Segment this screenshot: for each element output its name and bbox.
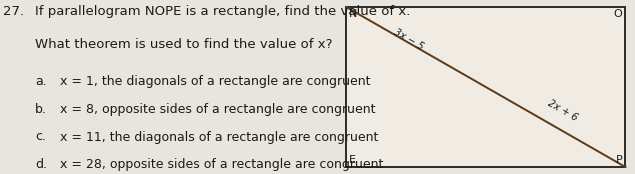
Text: N: N (349, 9, 358, 19)
Text: P: P (615, 155, 622, 165)
Text: If parallelogram NOPE is a rectangle, find the value of x.: If parallelogram NOPE is a rectangle, fi… (35, 5, 410, 18)
Text: b.: b. (35, 103, 47, 116)
Text: x = 11, the diagonals of a rectangle are congruent: x = 11, the diagonals of a rectangle are… (60, 130, 378, 144)
Text: 27.: 27. (3, 5, 24, 18)
Text: x = 8, opposite sides of a rectangle are congruent: x = 8, opposite sides of a rectangle are… (60, 103, 376, 116)
Text: 3x − 5: 3x − 5 (392, 27, 425, 52)
Text: x = 1, the diagonals of a rectangle are congruent: x = 1, the diagonals of a rectangle are … (60, 75, 371, 88)
Polygon shape (346, 7, 625, 167)
Text: O: O (613, 9, 622, 19)
Text: 2x + 6: 2x + 6 (547, 98, 580, 122)
Text: What theorem is used to find the value of x?: What theorem is used to find the value o… (35, 38, 333, 51)
Text: E: E (349, 155, 356, 165)
Text: x = 28, opposite sides of a rectangle are congruent: x = 28, opposite sides of a rectangle ar… (60, 158, 384, 171)
Text: d.: d. (35, 158, 47, 171)
Text: c.: c. (35, 130, 46, 144)
Text: a.: a. (35, 75, 47, 88)
